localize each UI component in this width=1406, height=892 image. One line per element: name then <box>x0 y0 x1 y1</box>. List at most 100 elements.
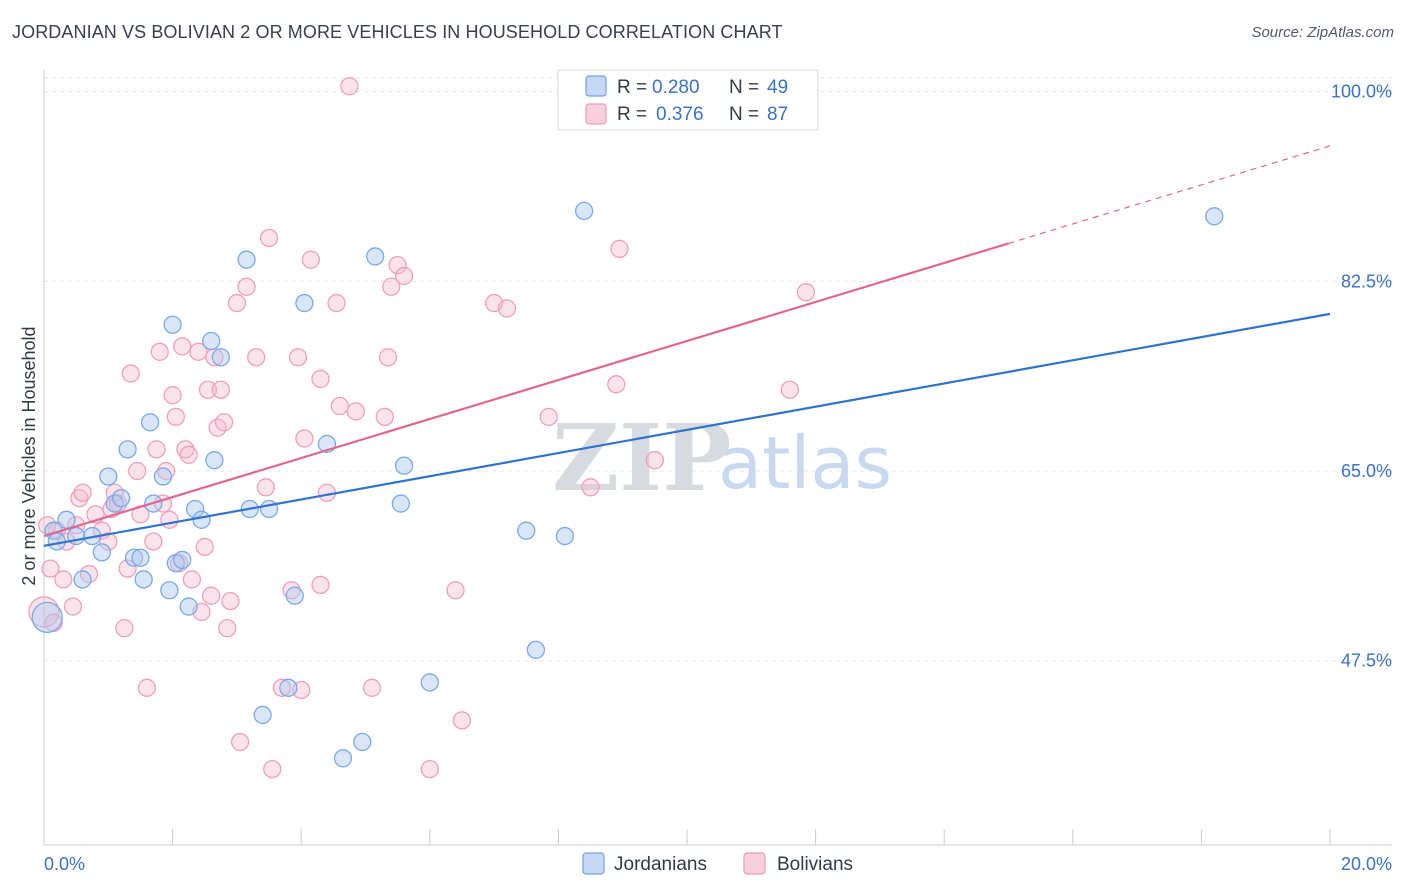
bolivians-point <box>362 678 382 697</box>
x-ticks <box>43 829 1331 845</box>
jordanians-point <box>517 521 536 540</box>
axes <box>43 70 1392 846</box>
jordanians-point <box>202 331 221 351</box>
y-tick-labels: 47.5% 65.0% 82.5% 100.0% <box>1331 82 1392 671</box>
bolivians-point <box>214 413 234 432</box>
legend-r-label: R = <box>617 104 647 125</box>
bolivians-point <box>420 759 439 779</box>
bolivians-point <box>378 348 398 367</box>
bolivians-point <box>780 380 800 399</box>
bolivians-point <box>179 445 198 464</box>
bolivians-point <box>497 299 517 318</box>
bolivians-point <box>157 461 176 481</box>
bolivians-point <box>202 586 221 605</box>
bolivians-point <box>330 396 349 416</box>
jordanians-point <box>285 586 304 605</box>
legend-r-label: R = <box>617 77 647 98</box>
bolivians-point <box>28 596 60 628</box>
bolivians-point <box>221 591 240 611</box>
series-legend: Jordanians Bolivians <box>582 852 853 875</box>
legend-n-bolivians: 87 <box>767 104 788 125</box>
jordanians-point <box>124 548 144 567</box>
watermark: ZIP atlas <box>552 404 892 512</box>
bolivians-point <box>272 678 292 697</box>
legend-n-jordanians: 49 <box>767 77 788 98</box>
jordanians-point <box>1205 207 1224 226</box>
bolivians-point <box>382 277 401 296</box>
bolivians-point <box>446 581 465 600</box>
bolivians-point <box>327 293 346 313</box>
bolivians-point <box>173 337 192 356</box>
gridlines <box>44 77 1392 662</box>
jordanians-point <box>112 488 131 508</box>
correlation-legend: R = 0.280 N = 49 R = 0.376 N = 87 <box>557 69 819 131</box>
bolivians-point <box>230 732 250 752</box>
bolivians-point <box>182 570 202 589</box>
jordanians-points <box>31 201 1224 768</box>
bolivians-point <box>796 283 816 302</box>
bolivians-point <box>147 440 166 459</box>
jordanians-point <box>57 510 76 529</box>
jordanians-point <box>237 250 256 269</box>
jordanians-point <box>160 581 179 600</box>
bolivians-point <box>452 711 472 730</box>
chart-title: JORDANIAN VS BOLIVIAN 2 OR MORE VEHICLES… <box>12 22 783 42</box>
bolivians-point <box>54 570 73 589</box>
bolivians-point <box>128 461 147 481</box>
bolivians-point <box>263 759 282 779</box>
jordanians-point <box>131 548 150 567</box>
bolivians-point <box>189 342 208 361</box>
source-label: Source: ZipAtlas.com <box>1251 24 1394 41</box>
trend-lines <box>43 145 1331 547</box>
jordanians-point <box>173 550 192 570</box>
legend-n-label: N = <box>729 77 759 98</box>
jordanians-point <box>92 543 112 562</box>
jordanians-point <box>211 348 230 367</box>
bolivians-point <box>137 678 157 697</box>
jordanians-point <box>394 456 414 475</box>
bolivians-point <box>375 407 394 427</box>
bolivians-point <box>581 478 600 497</box>
bolivians-point <box>311 369 330 389</box>
jordanians-point <box>391 494 411 513</box>
jordanians-point <box>118 440 137 459</box>
bolivians-trend-line-extension <box>1008 145 1331 245</box>
legend-swatch-bolivians <box>585 103 607 125</box>
x-tick-label-end: 20.0% <box>1341 854 1392 874</box>
bolivians-point <box>176 440 195 459</box>
bolivians-point <box>150 342 169 361</box>
legend-r-jordanians: 0.280 <box>652 77 700 98</box>
bolivians-point <box>211 380 230 399</box>
bolivians-point <box>607 375 626 394</box>
jordanians-point <box>134 570 153 589</box>
bolivians-point <box>166 407 185 427</box>
legend-label-jordanians: Jordanians <box>614 854 707 875</box>
jordanians-point <box>279 678 298 697</box>
bolivians-point <box>288 348 308 367</box>
jordanians-point <box>259 499 279 519</box>
bolivians-point <box>198 380 218 399</box>
bolivians-point <box>144 532 163 551</box>
legend-swatch-jordanians <box>582 852 605 875</box>
bolivians-point <box>259 228 279 248</box>
y-tick-label: 100.0% <box>1331 82 1392 102</box>
bolivians-point <box>610 239 629 258</box>
jordanians-point <box>253 705 272 725</box>
jordanians-point <box>420 673 439 692</box>
x-tick-label-start: 0.0% <box>44 854 85 874</box>
bolivians-point <box>282 581 301 600</box>
bolivians-point <box>163 386 182 405</box>
bolivians-point <box>63 597 83 616</box>
bolivians-point <box>218 619 237 638</box>
bolivians-point <box>121 364 140 383</box>
bolivians-point <box>118 559 137 578</box>
jordanians-trend-line <box>43 312 1331 547</box>
bolivians-point <box>160 510 179 529</box>
y-axis-title: 2 or more Vehicles in Household <box>19 326 39 585</box>
jordanians-point <box>574 201 594 221</box>
bolivians-point <box>311 575 330 595</box>
bolivians-point <box>388 255 407 275</box>
jordanians-point <box>179 597 198 616</box>
bolivians-point <box>394 266 414 286</box>
